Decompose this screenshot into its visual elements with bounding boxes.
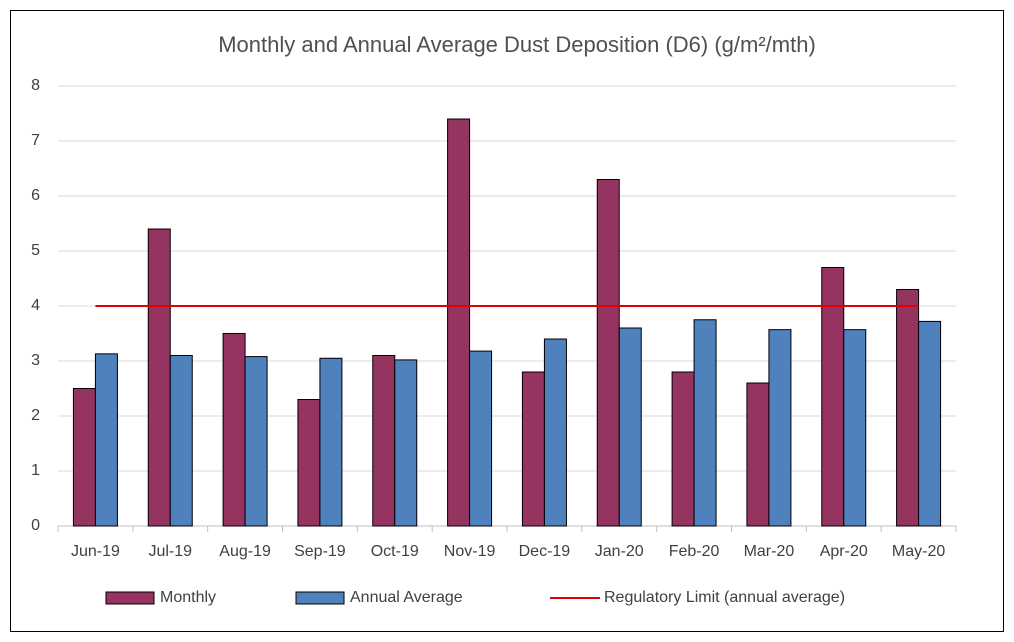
x-tick-label: Feb-20 [669, 543, 720, 560]
y-tick-label: 5 [31, 242, 40, 259]
x-tick-label: Jun-19 [71, 543, 120, 560]
bar [244, 356, 268, 527]
bar [671, 371, 695, 527]
y-tick-label: 0 [31, 517, 40, 534]
bar [147, 228, 171, 527]
bar [319, 357, 343, 527]
y-tick-label: 1 [31, 462, 40, 479]
legend-label: Annual Average [350, 589, 463, 606]
y-tick-label: 2 [31, 407, 40, 424]
x-tick-label: Dec-19 [519, 543, 571, 560]
bar [447, 118, 471, 527]
bar [372, 355, 396, 527]
x-tick-label: Apr-20 [820, 543, 868, 560]
y-tick-label: 8 [31, 77, 40, 94]
bar [768, 329, 792, 527]
x-tick-label: Oct-19 [371, 543, 419, 560]
legend-label: Regulatory Limit (annual average) [604, 589, 845, 606]
bar [543, 338, 567, 527]
x-tick-label: Jan-20 [595, 543, 644, 560]
bar [746, 382, 770, 527]
bar [896, 289, 920, 527]
x-tick-label: May-20 [892, 543, 945, 560]
bar [94, 353, 118, 527]
x-tick-label: Sep-19 [294, 543, 346, 560]
x-tick-label: Mar-20 [744, 543, 795, 560]
bar [693, 319, 717, 527]
bar [72, 388, 96, 527]
bar [394, 359, 418, 527]
y-tick-label: 4 [31, 297, 40, 314]
y-tick-label: 3 [31, 352, 40, 369]
bar [596, 179, 620, 527]
bar [521, 371, 545, 527]
bar [297, 399, 321, 527]
legend-swatch [295, 591, 345, 605]
bar [222, 333, 246, 527]
bar [169, 355, 193, 527]
x-tick-label: Jul-19 [148, 543, 192, 560]
y-tick-label: 7 [31, 132, 40, 149]
y-tick-label: 6 [31, 187, 40, 204]
bar [618, 327, 642, 527]
x-tick-label: Aug-19 [219, 543, 271, 560]
bar [918, 320, 942, 527]
legend-label: Monthly [160, 589, 216, 606]
chart-title: Monthly and Annual Average Dust Depositi… [218, 32, 816, 57]
bar [843, 329, 867, 527]
x-tick-label: Nov-19 [444, 543, 496, 560]
bar [469, 350, 493, 527]
legend-swatch [105, 591, 155, 605]
